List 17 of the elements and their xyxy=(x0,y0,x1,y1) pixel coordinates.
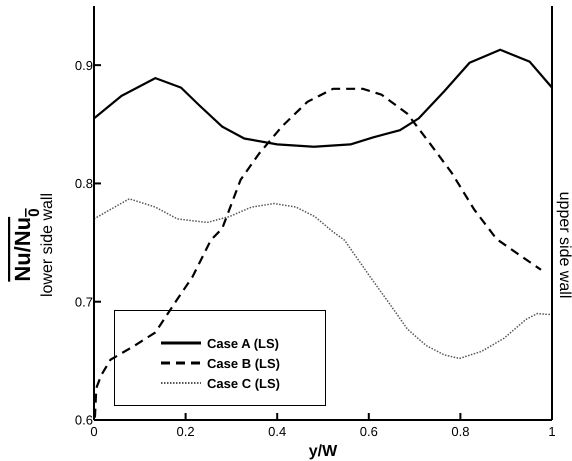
text: lower side wall xyxy=(39,192,56,298)
x-axis-title: y/W xyxy=(308,443,338,460)
line-series xyxy=(94,198,552,360)
x-tick-label: 0.6 xyxy=(360,424,378,440)
x-tick-label: 0.4 xyxy=(268,424,286,440)
y-tick-label: 0.9 xyxy=(74,58,93,73)
x-tick-label: 0.8 xyxy=(451,424,470,440)
y-tick-label: 0.6 xyxy=(74,412,93,428)
legend-label: Case C (LS) xyxy=(207,376,280,390)
y-tick-label: 0.7 xyxy=(74,294,93,310)
text: upper side wall xyxy=(556,192,572,298)
x-tick-label: 0 xyxy=(90,424,98,440)
legend-label: Case B (LS) xyxy=(207,356,280,370)
y-tick-label: 0.8 xyxy=(74,176,93,192)
x-tick-label: 1 xyxy=(548,424,556,440)
legend-label: Case A (LS) xyxy=(207,336,279,350)
x-tick-label: 0.2 xyxy=(176,424,195,440)
